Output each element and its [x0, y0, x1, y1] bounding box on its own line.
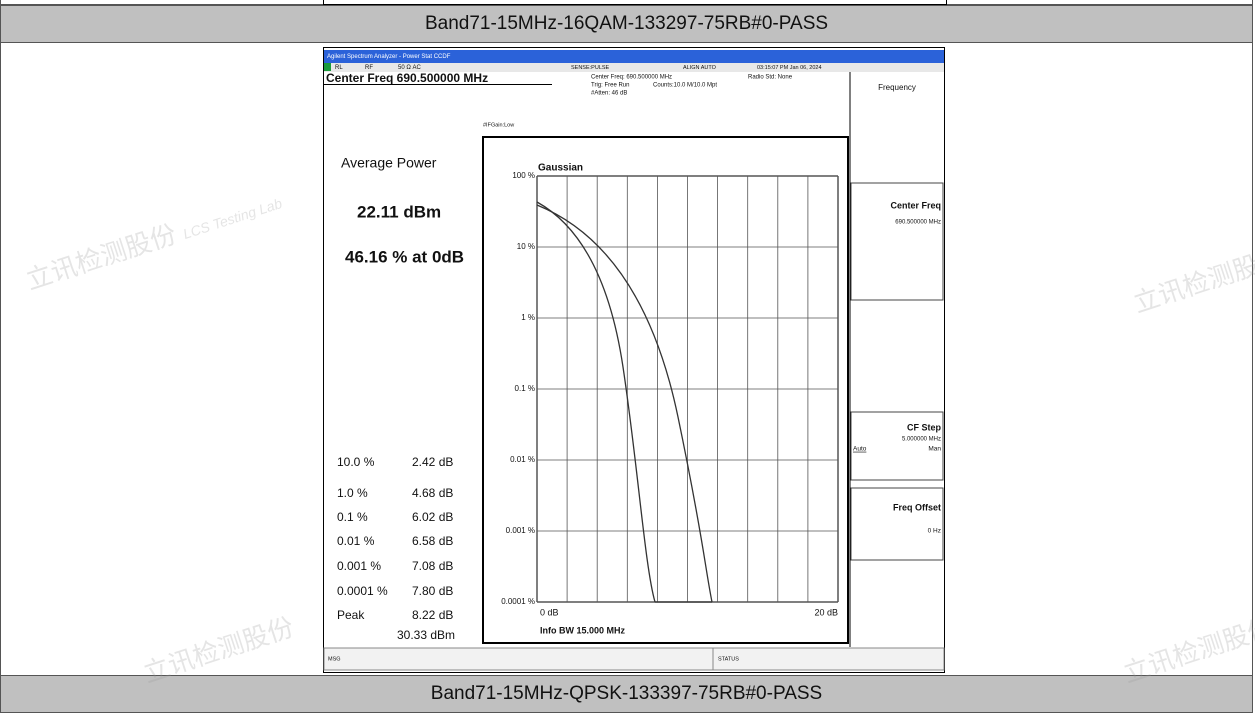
- results-title: Average Power: [341, 155, 437, 171]
- softkey-value: 0 Hz: [928, 528, 941, 535]
- stat-label: 0.01 %: [337, 534, 375, 548]
- frame: [323, 47, 945, 673]
- stat-value: 7.80 dB: [412, 584, 453, 598]
- softkey-label[interactable]: Center Freq: [890, 200, 941, 210]
- stat-label: 10.0 %: [337, 455, 375, 469]
- stat-value: 2.42 dB: [412, 455, 453, 469]
- status-label: STATUS: [718, 656, 739, 662]
- y-label: 100 %: [512, 171, 535, 180]
- caption: Band71-15MHz-16QAM-133297-75RB#0-PASS: [0, 5, 1253, 43]
- stat-label: Peak: [337, 608, 365, 622]
- status: RF: [365, 65, 373, 71]
- x-start: 0 dB: [540, 607, 559, 617]
- stat-value: 7.08 dB: [412, 559, 453, 573]
- stat-value: 6.58 dB: [412, 534, 453, 548]
- softkey-value: 5.000000 MHz: [902, 437, 941, 443]
- status: ALIGN AUTO: [683, 65, 717, 71]
- counts: Counts:10.0 M/10.0 Mpt: [653, 83, 717, 89]
- peak-power: 30.33 dBm: [397, 628, 455, 642]
- bottom-bar: [324, 648, 944, 670]
- stat-label: 0.1 %: [337, 510, 368, 524]
- softkey-option[interactable]: Auto: [853, 446, 867, 453]
- setting: Trig: Free Run: [591, 83, 629, 89]
- window-title: Agilent Spectrum Analyzer - Power Stat C…: [327, 54, 451, 60]
- status-icon: [324, 63, 331, 71]
- softkey-label[interactable]: Freq Offset: [893, 502, 941, 512]
- setting: Center Freq: 690.500000 MHz: [591, 75, 672, 81]
- status: 03:15:07 PM Jan 06, 2024: [757, 65, 822, 71]
- status: SENSE:PULSE: [571, 65, 610, 71]
- stat-value: 6.02 dB: [412, 510, 453, 524]
- stat-label: 0.0001 %: [337, 584, 388, 598]
- page: Band71-15MHz-16QAM-133297-75RB#0-PASS Ba…: [0, 0, 1255, 713]
- stat-value: 8.22 dB: [412, 608, 453, 622]
- y-label: 0.0001 %: [501, 597, 535, 606]
- y-label: 0.1 %: [515, 384, 535, 393]
- msg: MSG: [328, 656, 341, 662]
- x-end: 20 dB: [814, 607, 838, 617]
- caption: Band71-15MHz-QPSK-133397-75RB#0-PASS: [0, 675, 1253, 713]
- y-label: 0.01 %: [510, 455, 535, 464]
- softkey[interactable]: [851, 488, 943, 560]
- avg-power: 22.11 dBm: [357, 202, 441, 221]
- curve-label: Gaussian: [538, 163, 583, 174]
- status: RL: [335, 65, 343, 71]
- stat-label: 0.001 %: [337, 559, 381, 573]
- softkey-value: 690.500000 MHz: [895, 220, 941, 226]
- stat-value: 4.68 dB: [412, 486, 453, 500]
- analyzer-screenshot: Agilent Spectrum Analyzer - Power Stat C…: [323, 47, 945, 673]
- softkey-menu[interactable]: Frequency: [878, 83, 916, 92]
- softkey-label[interactable]: CF Step: [907, 422, 942, 432]
- avg-percent: 46.16 % at 0dB: [345, 247, 464, 266]
- center-freq: Center Freq 690.500000 MHz: [326, 71, 488, 85]
- stat-label: 1.0 %: [337, 486, 368, 500]
- info-bw: Info BW 15.000 MHz: [540, 625, 626, 635]
- softkey-option[interactable]: Man: [928, 446, 941, 453]
- y-label: 1 %: [521, 313, 535, 322]
- status: 50 Ω AC: [398, 65, 421, 71]
- radio-std: Radio Std: None: [748, 75, 793, 81]
- setting: #Atten: 46 dB: [591, 91, 627, 97]
- y-label: 10 %: [517, 242, 535, 251]
- if-gain: #IFGain:Low: [483, 122, 514, 128]
- y-label: 0.001 %: [506, 526, 535, 535]
